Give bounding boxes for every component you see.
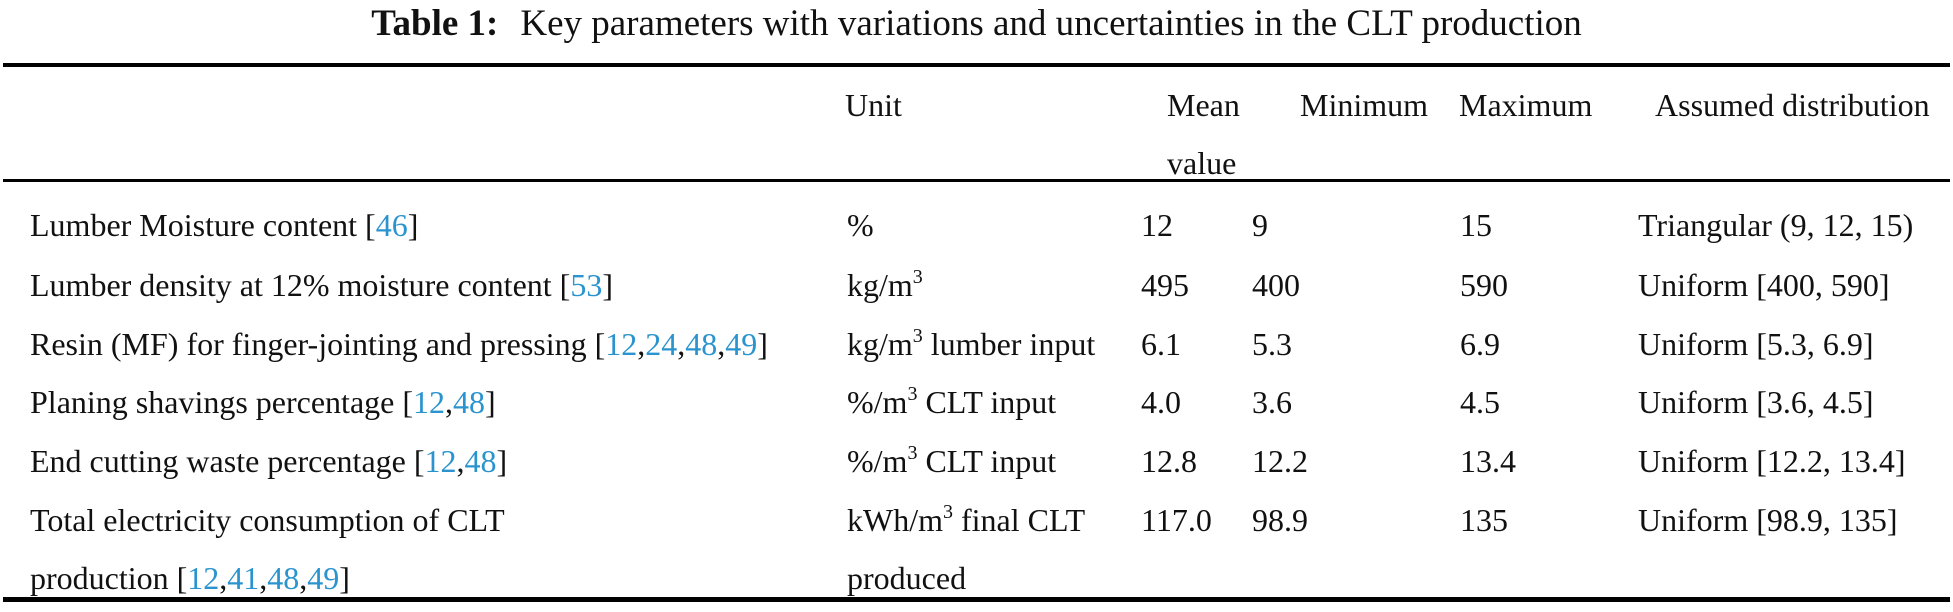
minimum-cell: 9 (1252, 207, 1268, 243)
unit-cell: %/m3 CLT input (847, 383, 1057, 420)
table-row: Planing shavings percentage [12,48] %/m3 … (0, 373, 1953, 431)
column-header-minimum: Minimum (1300, 87, 1429, 123)
superscript: 3 (912, 266, 923, 288)
table-top-rule (3, 63, 1950, 67)
parameter-cell: Planing shavings percentage [12,48] (30, 384, 496, 420)
distribution-cell: Uniform [5.3, 6.9] (1638, 326, 1874, 362)
table-row: Lumber Moisture content [46]% 12 9 15 Triang… (0, 196, 1953, 254)
mean-value-cell: 12.8 (1141, 443, 1197, 479)
table-bottom-rule (3, 597, 1950, 602)
minimum-cell: 3.6 (1252, 384, 1292, 420)
citation-link[interactable]: 49 (307, 560, 340, 596)
minimum-cell: 400 (1252, 267, 1300, 303)
table-row: Total electricity consumption of CLT prod… (0, 491, 1953, 596)
citation-link[interactable]: 48 (685, 326, 718, 362)
table-number: Table 1: (371, 3, 499, 44)
mean-header-line2: value (1167, 145, 1237, 181)
mean-value-cell: 6.1 (1141, 326, 1181, 362)
table-row: Lumber density at 12% moisture content [… (0, 256, 1953, 314)
distribution-cell: Triangular (9, 12, 15) (1638, 207, 1914, 243)
citation-link[interactable]: 24 (645, 326, 678, 362)
maximum-cell: 6.9 (1460, 326, 1500, 362)
superscript: 3 (907, 383, 918, 405)
citation-link[interactable]: 12 (187, 560, 220, 596)
citation-link[interactable]: 48 (453, 384, 485, 420)
distribution-cell: Uniform [400, 590] (1638, 267, 1890, 303)
minimum-cell: 5.3 (1252, 326, 1292, 362)
distribution-cell: Uniform [3.6, 4.5] (1638, 384, 1874, 420)
parameter-cell: Resin (MF) for finger-jointing and press… (30, 326, 768, 362)
maximum-cell: 13.4 (1460, 443, 1516, 479)
parameter-cell: End cutting waste percentage [12,48] (30, 443, 508, 479)
distribution-cell: Uniform [98.9, 135] (1638, 502, 1898, 538)
citation-link[interactable]: 48 (267, 560, 300, 596)
maximum-cell: 4.5 (1460, 384, 1500, 420)
citation-link[interactable]: 12 (424, 443, 457, 479)
mean-value-cell: 495 (1141, 267, 1189, 303)
citation-link[interactable]: 48 (464, 443, 497, 479)
unit-cell: %/m3 CLT input (847, 442, 1057, 479)
maximum-cell: 590 (1460, 267, 1508, 303)
table-row: End cutting waste percentage [12,48] %/m3… (0, 432, 1953, 490)
citation-link[interactable]: 49 (725, 326, 758, 362)
column-header-distribution: Assumed distribution (1655, 87, 1930, 123)
unit-cell: kg/m3 (847, 266, 923, 303)
maximum-cell: 15 (1460, 207, 1492, 243)
minimum-cell: 12.2 (1252, 443, 1308, 479)
unit-cell: % (847, 207, 874, 243)
minimum-cell: 98.9 (1252, 502, 1308, 538)
table-header-rule (3, 179, 1950, 182)
unit-cell: kg/m3 lumber input (847, 325, 1096, 362)
table-caption-text: Key parameters with variations and uncer… (520, 3, 1582, 44)
table-caption: Table 1: Key parameters with variations a… (0, 1, 1953, 47)
parameter-cell: Lumber Moisture content [46] (30, 207, 419, 243)
column-header-mean-value: Mean value (1167, 76, 1240, 192)
mean-header-line1: Mean (1167, 87, 1240, 123)
table-row: Resin (MF) for finger-jointing and press… (0, 315, 1953, 373)
citation-link[interactable]: 12 (413, 384, 445, 420)
unit-cell: kWh/m3 final CLT produced (847, 501, 1086, 596)
citation-link[interactable]: 12 (605, 326, 638, 362)
citation-link[interactable]: 41 (227, 560, 260, 596)
parameter-cell: Total electricity consumption of CLT prod… (30, 502, 505, 596)
table-header-row: Unit Mean value Minimum Maximum Assumed d… (0, 76, 1953, 181)
mean-value-cell: 117.0 (1141, 502, 1212, 538)
parameter-cell: Lumber density at 12% moisture content [… (30, 267, 613, 303)
maximum-cell: 135 (1460, 502, 1508, 538)
mean-value-cell: 12 (1141, 207, 1173, 243)
column-header-maximum: Maximum (1459, 87, 1593, 123)
superscript: 3 (912, 325, 923, 347)
citation-link[interactable]: 46 (375, 207, 408, 243)
superscript: 3 (907, 442, 918, 464)
distribution-cell: Uniform [12.2, 13.4] (1638, 443, 1906, 479)
column-header-unit: Unit (845, 87, 902, 123)
mean-value-cell: 4.0 (1141, 384, 1181, 420)
superscript: 3 (942, 501, 953, 523)
citation-link[interactable]: 53 (570, 267, 603, 303)
